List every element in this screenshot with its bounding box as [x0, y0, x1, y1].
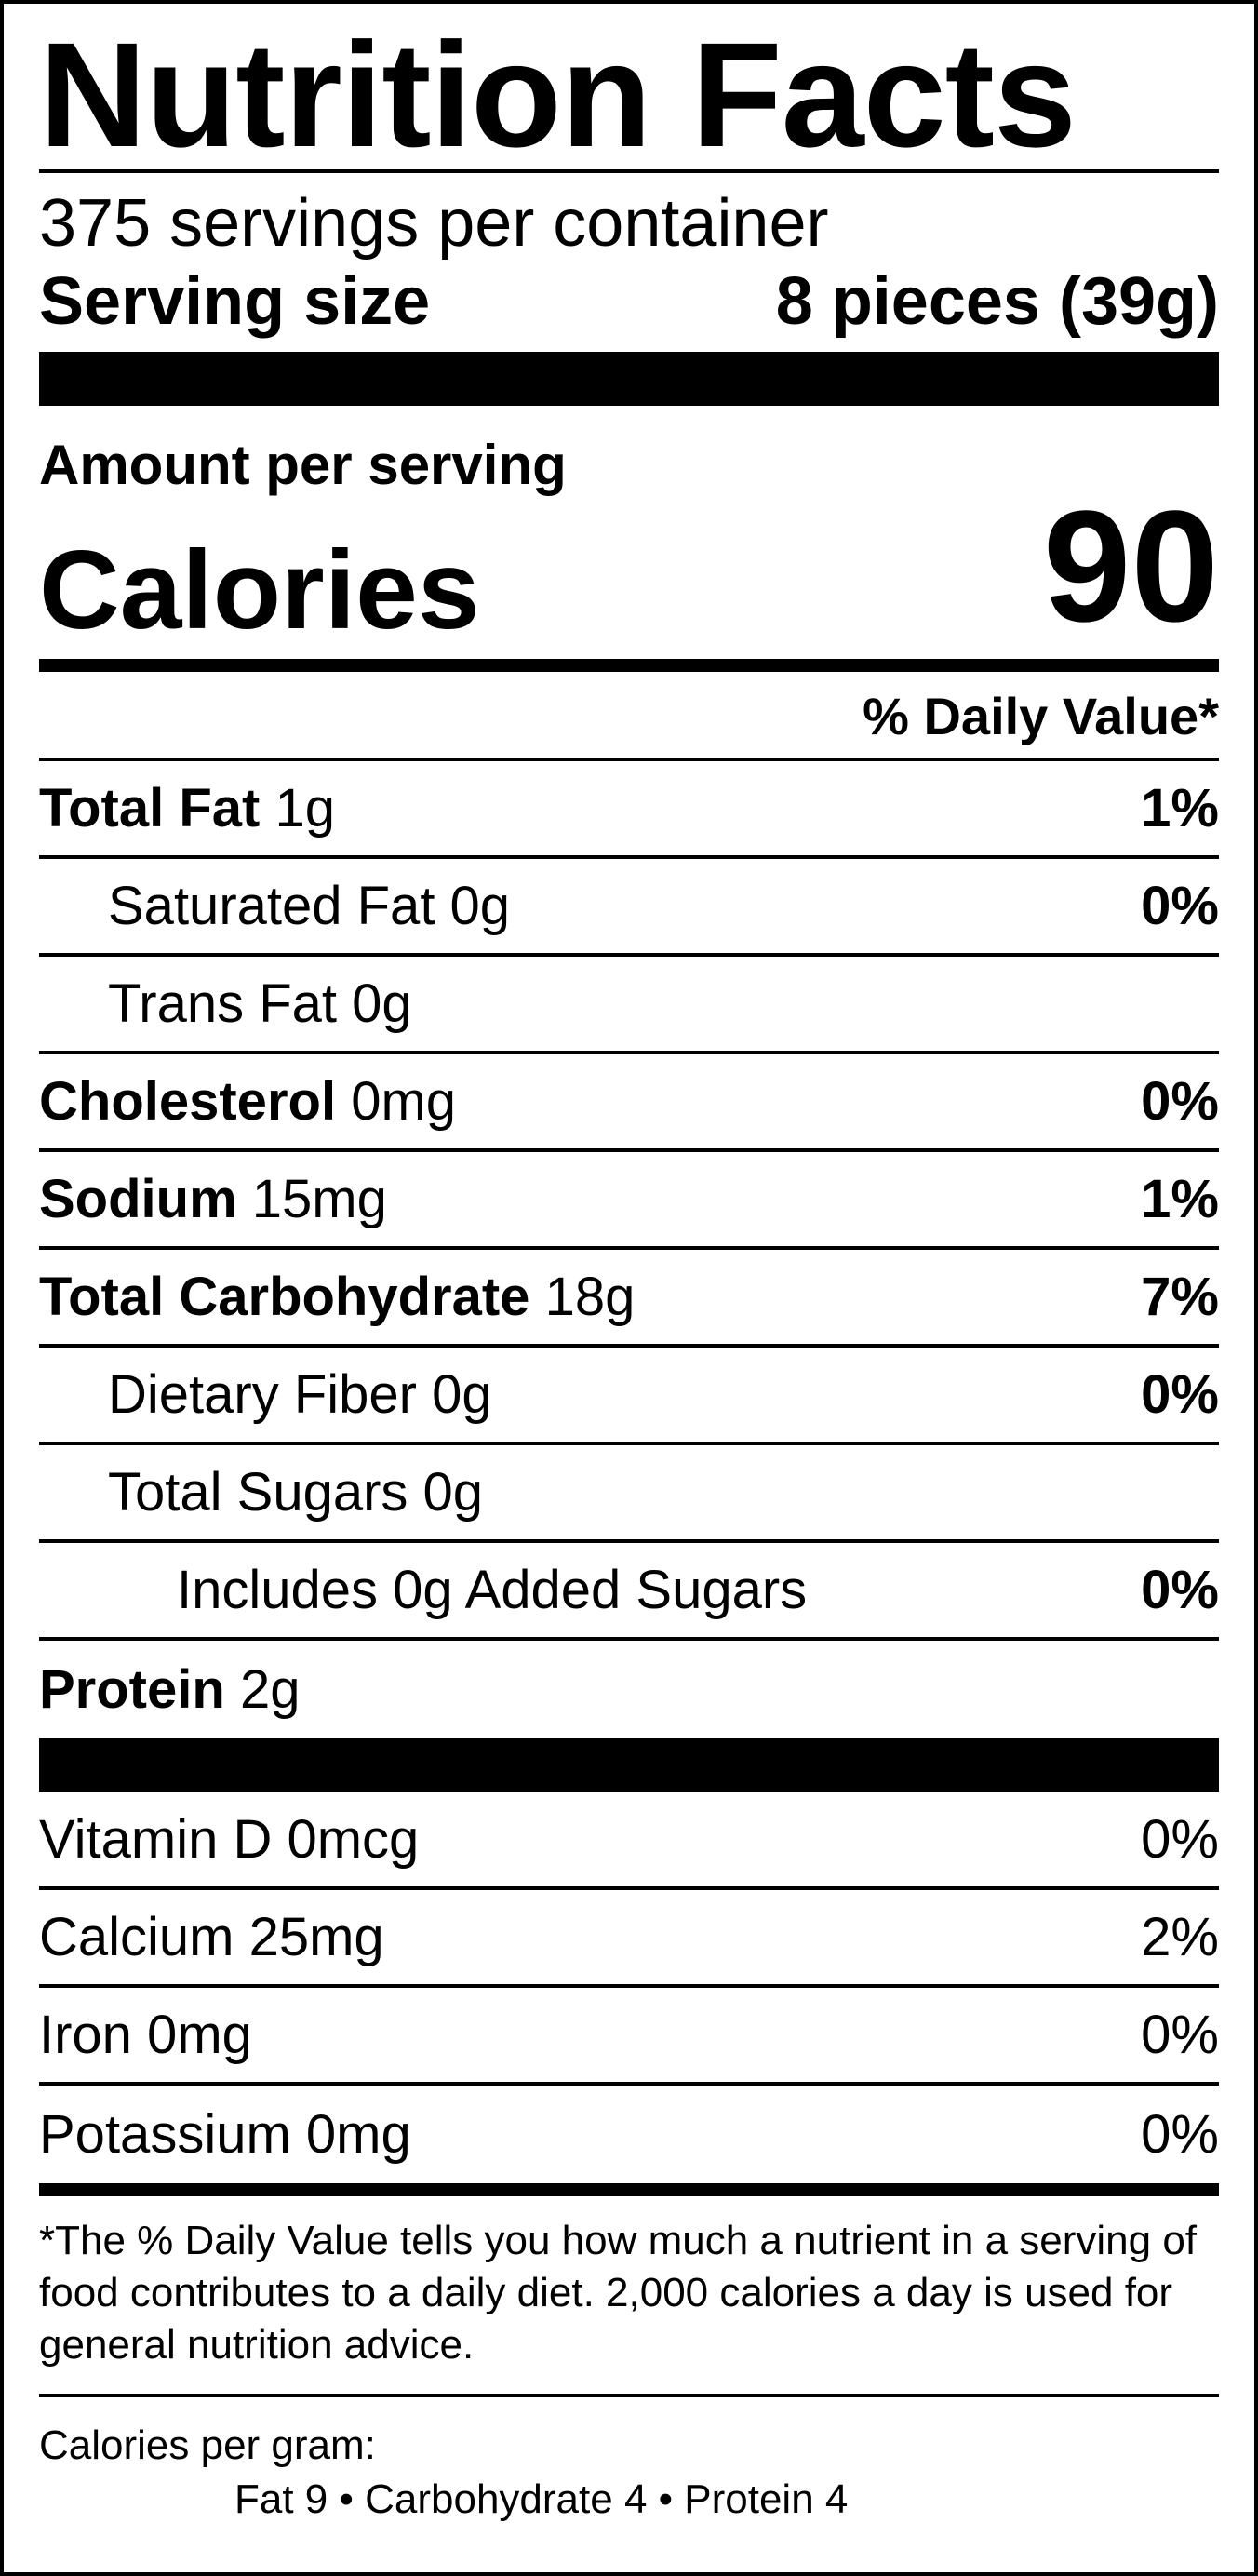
- nutrient-dv: 1%: [1141, 1169, 1219, 1229]
- vitamin-name: Calcium 25mg: [39, 1907, 384, 1967]
- calories-per-gram-label: Calories per gram:: [39, 2422, 376, 2468]
- vitamin-name: Vitamin D 0mcg: [39, 1809, 420, 1870]
- nutrient-name: Total Carbohydrate: [39, 1267, 530, 1327]
- nutrient-row-dietary-fiber: Dietary Fiber 0g 0%: [39, 1348, 1219, 1445]
- nutrient-dv: 0%: [1141, 1560, 1219, 1620]
- nutrient-dv: 7%: [1141, 1267, 1219, 1327]
- calories-row: Calories 90: [39, 488, 1219, 646]
- vitamin-name: Iron 0mg: [39, 2005, 252, 2065]
- daily-value-header: % Daily Value*: [39, 672, 1219, 761]
- vitamin-row-potassium: Potassium 0mg 0%: [39, 2086, 1219, 2183]
- nutrient-row-cholesterol: Cholesterol 0mg 0%: [39, 1054, 1219, 1152]
- nutrient-name: Trans Fat 0g: [108, 973, 412, 1034]
- serving-size-row: Serving size 8 pieces (39g): [39, 268, 1219, 335]
- serving-size-label: Serving size: [39, 264, 431, 339]
- nutrient-amount: 1g: [274, 778, 335, 839]
- nutrient-name: Includes 0g Added Sugars: [177, 1560, 808, 1620]
- daily-value-footnote: *The % Daily Value tells you how much a …: [39, 2215, 1219, 2397]
- label-title: Nutrition Facts: [39, 11, 1077, 178]
- medium-divider: [39, 659, 1219, 672]
- vitamin-row-vitamin-d: Vitamin D 0mcg 0%: [39, 1792, 1219, 1890]
- serving-size-value: 8 pieces (39g): [775, 264, 1219, 339]
- vitamin-dv: 0%: [1141, 1809, 1219, 1870]
- nutrient-name: Cholesterol: [39, 1071, 337, 1132]
- nutrient-row-added-sugars: Includes 0g Added Sugars 0%: [39, 1543, 1219, 1641]
- nutrient-name: Protein: [39, 1659, 225, 1720]
- nutrient-dv: 0%: [1141, 876, 1219, 936]
- vitamin-dv: 2%: [1141, 1907, 1219, 1967]
- nutrient-dv: 0%: [1141, 1071, 1219, 1132]
- nutrient-dv: 1%: [1141, 778, 1219, 839]
- calories-label: Calories: [39, 528, 480, 652]
- vitamin-dv: 0%: [1141, 2005, 1219, 2065]
- divider: [39, 169, 1219, 173]
- calories-value: 90: [1042, 478, 1219, 655]
- vitamin-row-calcium: Calcium 25mg 2%: [39, 1890, 1219, 1988]
- nutrient-row-saturated-fat: Saturated Fat 0g 0%: [39, 859, 1219, 957]
- nutrient-row-total-fat: Total Fat 1g 1%: [39, 761, 1219, 859]
- nutrient-amount: 15mg: [251, 1169, 387, 1229]
- nutrient-row-trans-fat: Trans Fat 0g: [39, 957, 1219, 1054]
- nutrient-amount: 18g: [544, 1267, 636, 1327]
- vitamin-name: Potassium 0mg: [39, 2104, 411, 2165]
- servings-per-container: 375 servings per container: [39, 186, 829, 261]
- nutrient-name: Sodium: [39, 1169, 237, 1229]
- thick-divider: [39, 1738, 1219, 1792]
- nutrient-row-protein: Protein 2g: [39, 1641, 1219, 1738]
- medium-divider: [39, 2183, 1219, 2196]
- calories-per-gram-values: Fat 9 • Carbohydrate 4 • Protein 4: [234, 2476, 849, 2522]
- nutrient-name: Total Fat: [39, 778, 261, 839]
- nutrient-amount: 2g: [239, 1659, 301, 1720]
- vitamin-row-iron: Iron 0mg 0%: [39, 1988, 1219, 2086]
- nutrient-amount: 0mg: [351, 1071, 457, 1132]
- nutrient-row-sodium: Sodium 15mg 1%: [39, 1152, 1219, 1250]
- nutrient-row-total-sugars: Total Sugars 0g: [39, 1445, 1219, 1543]
- thick-divider: [39, 352, 1219, 406]
- vitamin-dv: 0%: [1141, 2104, 1219, 2165]
- nutrient-dv: 0%: [1141, 1364, 1219, 1425]
- nutrient-name: Total Sugars 0g: [108, 1462, 484, 1523]
- nutrient-name: Saturated Fat 0g: [108, 876, 511, 936]
- nutrient-row-total-carbohydrate: Total Carbohydrate 18g 7%: [39, 1250, 1219, 1348]
- nutrient-name: Dietary Fiber 0g: [108, 1364, 492, 1425]
- amount-per-serving: Amount per serving: [39, 434, 567, 496]
